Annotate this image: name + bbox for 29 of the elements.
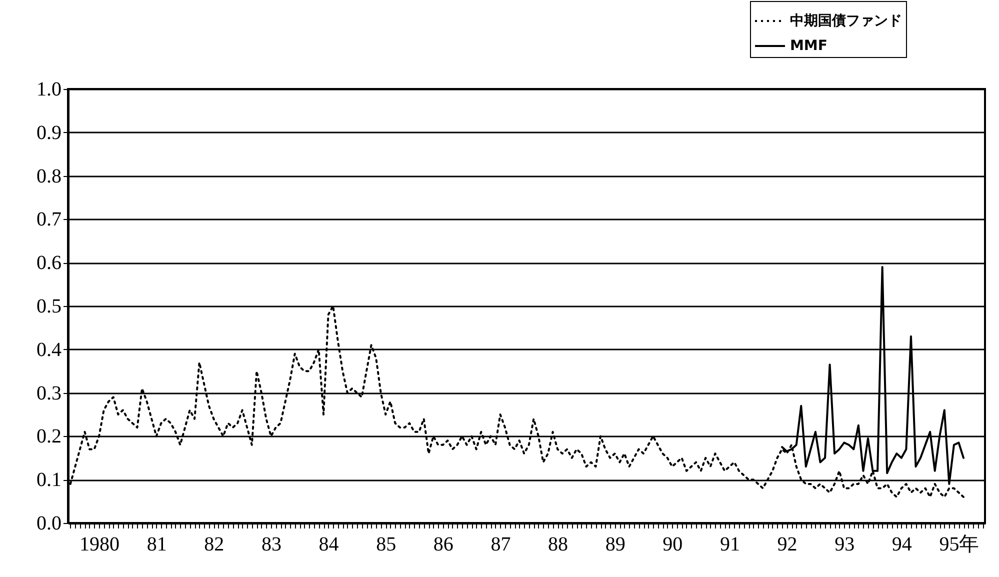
x-tick-label: 89 [605, 534, 626, 556]
y-tick-label: 0.0 [36, 512, 62, 534]
legend-label: 中期国債ファンド [790, 13, 902, 29]
x-tick-label: 82 [204, 534, 224, 556]
x-tick-label: 93 [834, 534, 855, 556]
x-tick-label: 83 [261, 534, 282, 556]
y-tick-label: 0.9 [36, 122, 62, 144]
x-tick-label: 87 [490, 534, 511, 556]
x-tick-label: 91 [720, 534, 740, 556]
y-tick-label: 0.7 [36, 208, 62, 231]
x-tick-label: 88 [548, 534, 568, 556]
x-tick-label: 92 [777, 534, 798, 556]
y-tick-label: 1.0 [36, 78, 62, 100]
y-tick-label: 0.2 [36, 426, 62, 448]
x-tick-label: 95年 [939, 534, 980, 556]
x-tick-label: 94 [892, 534, 912, 556]
x-tick-label: 81 [146, 534, 167, 556]
y-tick-label: 0.3 [36, 382, 62, 404]
legend-label: MMF [790, 38, 828, 54]
x-tick-label: 84 [318, 534, 339, 556]
y-tick-label: 0.1 [36, 469, 62, 492]
y-tick-label: 0.8 [36, 165, 62, 188]
y-tick-label: 0.4 [36, 338, 62, 361]
y-tick-label: 0.5 [36, 296, 62, 318]
x-tick-label: 85 [376, 534, 396, 556]
x-tick-label: 90 [662, 534, 683, 556]
x-tick-label: 1980 [80, 534, 120, 556]
x-tick-label: 86 [433, 534, 454, 556]
y-tick-label: 0.6 [36, 252, 62, 274]
